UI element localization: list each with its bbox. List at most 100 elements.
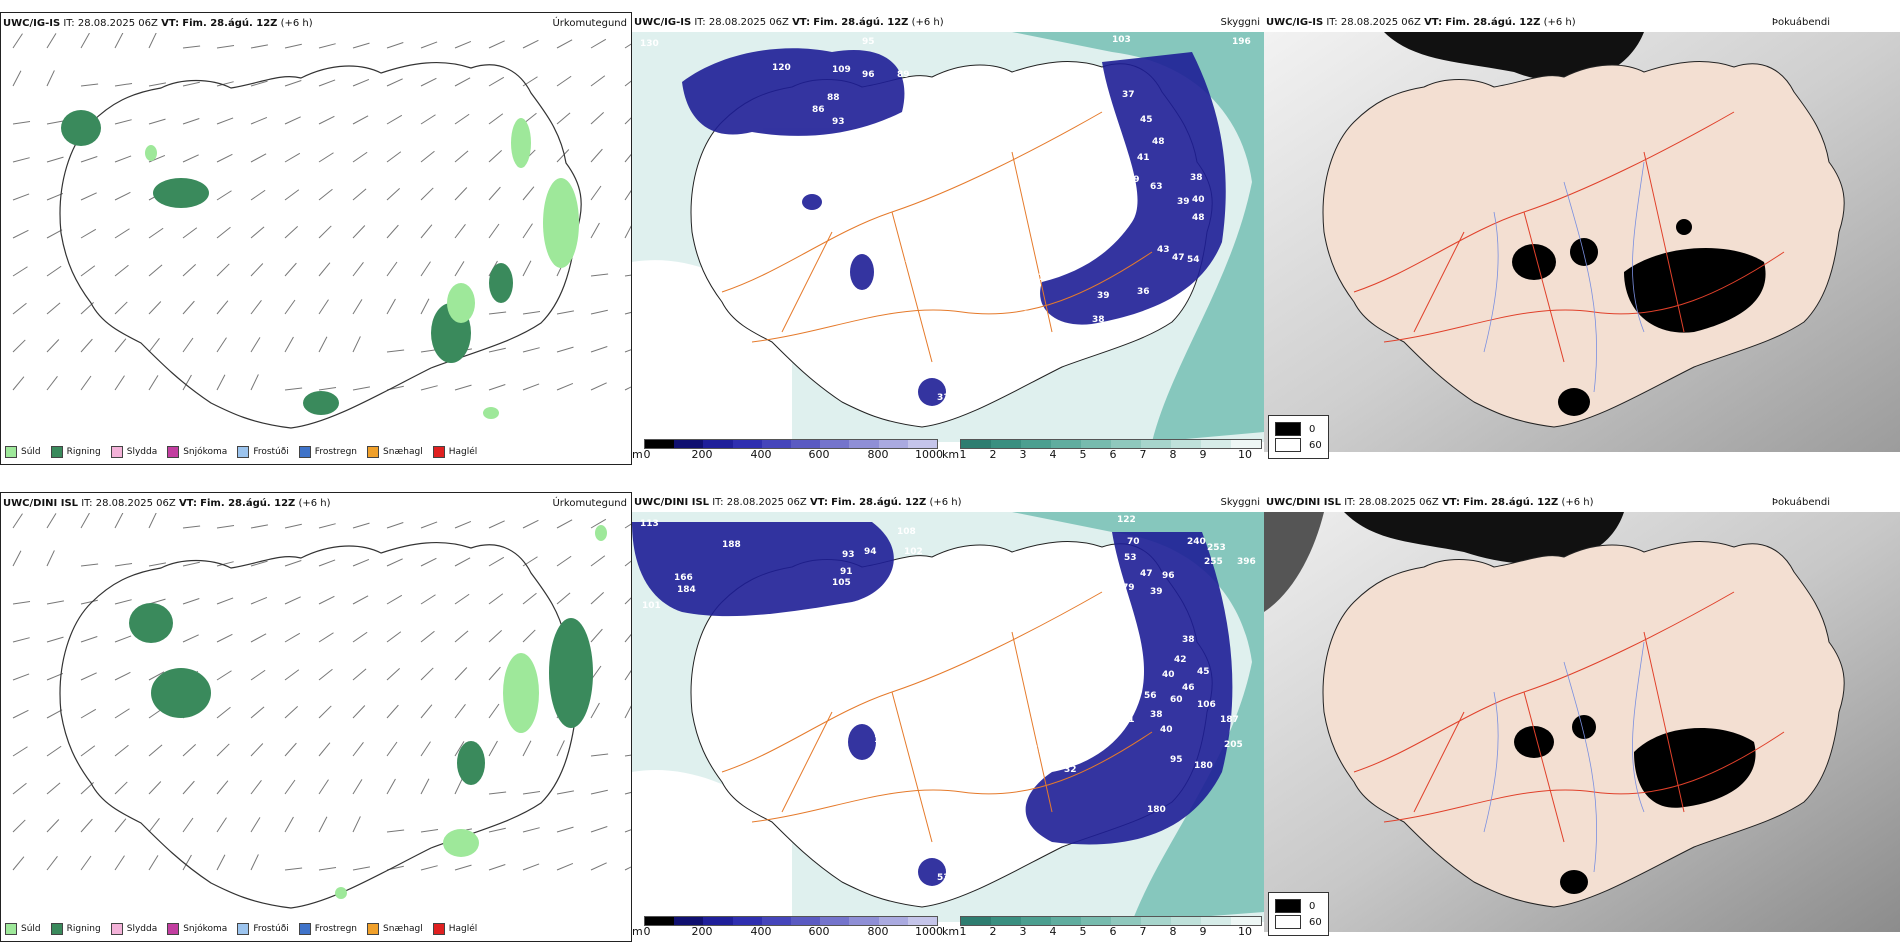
- svg-text:63: 63: [1150, 182, 1163, 192]
- wind-barb: [114, 375, 125, 391]
- wind-barb: [12, 782, 27, 795]
- wind-barb: [216, 44, 235, 49]
- wind-barb: [488, 827, 506, 833]
- wind-barb: [386, 349, 405, 353]
- svg-text:93: 93: [842, 550, 855, 560]
- wind-barb: [182, 118, 200, 125]
- wind-barb: [12, 819, 26, 833]
- wind-barb: [522, 592, 537, 605]
- dewpoint-panel-dini: UWC/DINI ISL IT: 28.08.2025 06Z VT: Fim.…: [1264, 492, 1900, 942]
- svg-text:58: 58: [782, 155, 795, 165]
- wind-barb: [420, 557, 437, 567]
- wind-barb: [318, 115, 335, 125]
- wind-barb: [284, 152, 301, 163]
- wind-barb: [80, 636, 98, 643]
- wind-barb: [420, 41, 438, 49]
- wind-barb: [454, 667, 468, 681]
- cloud-value-labels: 113 188 108 93 94 102 122 70 53 240 253 …: [640, 515, 1256, 883]
- wind-barb: [80, 708, 97, 719]
- road-network: [1353, 111, 1785, 363]
- wind-barb: [284, 80, 302, 87]
- wind-barb: [250, 80, 268, 87]
- wind-barb: [454, 593, 470, 605]
- svg-text:180: 180: [1194, 761, 1213, 771]
- svg-text:57: 57: [1032, 273, 1045, 283]
- wind-barb: [352, 705, 366, 719]
- panel-title: UWC/DINI ISL IT: 28.08.2025 06Z VT: Fim.…: [634, 497, 962, 508]
- wind-barb: [454, 187, 468, 201]
- wind-barb: [80, 375, 92, 391]
- wind-barb: [420, 594, 436, 605]
- svg-text:95: 95: [1170, 755, 1183, 765]
- wind-barb: [182, 854, 192, 871]
- wind-barb: [216, 561, 234, 567]
- iceland-outline: [59, 541, 582, 909]
- wind-barb: [386, 151, 402, 163]
- wind-barb: [318, 262, 331, 277]
- wind-barb: [318, 386, 337, 391]
- wind-barb: [352, 779, 363, 795]
- svg-text:37: 37: [1122, 90, 1135, 100]
- cloudbase-colorbar: m 0 200 400 600 800 1000: [632, 916, 943, 938]
- cloudbase-visibility-panel-igis: UWC/IG-IS IT: 28.08.2025 06Z VT: Fim. 28…: [632, 12, 1264, 465]
- wind-barb: [318, 79, 336, 87]
- cloudbase-colorbar: m 0 200 400 600 800 1000: [632, 439, 943, 461]
- wind-barb: [488, 666, 501, 681]
- wind-barb: [624, 665, 631, 681]
- wind-barb: [352, 115, 369, 125]
- svg-text:38: 38: [1092, 315, 1105, 325]
- wind-barb: [148, 818, 160, 833]
- wind-barb: [420, 298, 430, 315]
- wind-barb: [420, 741, 431, 757]
- wind-barb: [80, 781, 95, 795]
- wind-barb: [114, 301, 128, 315]
- wind-barb: [352, 558, 370, 567]
- svg-text:101: 101: [642, 601, 661, 611]
- cloud-value-labels: 130 95 103 196 109 96 89 120 88 86 100 3…: [640, 35, 1251, 403]
- wind-barb: [590, 38, 607, 49]
- wind-barb: [318, 299, 329, 315]
- wind-barb: [386, 298, 396, 315]
- wind-barb: [386, 224, 399, 239]
- wind-barb: [12, 376, 25, 391]
- wind-barb: [80, 672, 97, 681]
- wind-barb: [46, 339, 60, 353]
- wind-barb: [216, 706, 231, 719]
- wind-barb: [522, 223, 533, 239]
- svg-text:42: 42: [1174, 655, 1187, 665]
- wind-barb: [216, 524, 235, 529]
- wind-barb: [420, 77, 437, 87]
- wind-barb: [590, 75, 606, 87]
- wind-barb: [114, 82, 133, 87]
- wind-barb: [488, 76, 505, 87]
- precip-legend: Súld Rigning Slydda Snjókoma Frostúði Fr…: [5, 446, 477, 458]
- wind-barb: [46, 192, 64, 201]
- wind-barb: [46, 600, 65, 605]
- svg-text:60: 60: [1170, 695, 1183, 705]
- wind-barb: [250, 226, 265, 239]
- panel-tag: Þokuábendi: [1771, 497, 1830, 508]
- wind-barb: [352, 595, 369, 605]
- wind-barb: [386, 829, 405, 833]
- wind-barb: [114, 264, 129, 277]
- wind-barb: [46, 856, 58, 871]
- wind-barb: [624, 309, 631, 315]
- legend-item: Súld: [5, 923, 41, 935]
- wind-barb: [148, 82, 167, 87]
- wind-barb: [148, 855, 159, 871]
- wind-barb: [386, 42, 404, 49]
- wind-barb: [488, 703, 500, 719]
- wind-barb: [114, 781, 128, 795]
- wind-barb: [488, 347, 506, 353]
- wind-barb: [148, 118, 166, 125]
- wind-barb: [182, 337, 194, 353]
- wind-barb: [114, 671, 131, 681]
- wind-barb: [318, 336, 328, 353]
- wind-barb: [624, 702, 631, 719]
- svg-text:240: 240: [1187, 537, 1206, 547]
- wind-barb: [352, 816, 361, 833]
- precip-map: [12, 33, 631, 429]
- wind-barb: [250, 854, 259, 871]
- wind-barb: [284, 262, 297, 277]
- precip-type-panel-dini: UWC/DINI ISL IT: 28.08.2025 06Z VT: Fim.…: [0, 492, 632, 942]
